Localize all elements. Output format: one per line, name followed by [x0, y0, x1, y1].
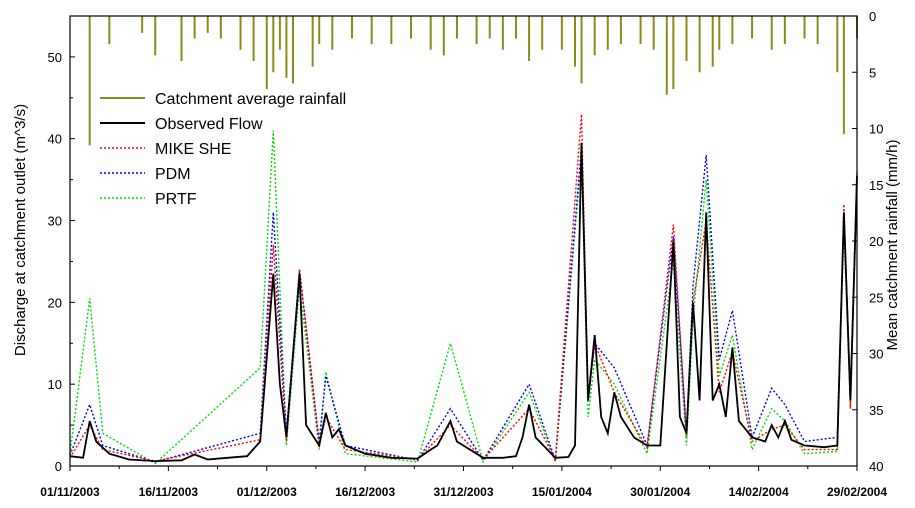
y2-tick-label: 5 [869, 65, 876, 80]
legend-label: PDM [155, 166, 191, 183]
y2-axis-title: Mean catchment rainfall (mm/h) [884, 140, 901, 351]
y-tick-label: 20 [48, 295, 62, 310]
y2-tick-label: 0 [869, 9, 876, 24]
series-line-observed-flow [69, 142, 858, 463]
y-tick-label: 30 [48, 214, 62, 229]
y2-tick-label: 20 [869, 234, 883, 249]
x-tick-label: 01/11/2003 [40, 485, 100, 499]
axes: 0 10 20 30 40 50 0 5 10 15 20 25 30 35 40 01/11/2003 16/… [40, 9, 887, 499]
legend-label: PRTF [155, 191, 197, 208]
series-line-prtf [69, 130, 858, 465]
legend-label: Observed Flow [155, 116, 263, 133]
x-tick-label: 29/02/2004 [827, 485, 887, 499]
legend-label: Catchment average rainfall [155, 91, 346, 108]
y2-tick-label: 40 [869, 459, 883, 474]
rainfall-bars [88, 16, 858, 146]
x-tick-label: 31/12/2003 [433, 485, 493, 499]
y-tick-label: 10 [48, 377, 62, 392]
y-tick-label: 0 [55, 459, 62, 474]
y-axis-title: Discharge at catchment outlet (m^3/s) [12, 104, 29, 356]
y2-tick-label: 10 [869, 122, 883, 137]
plot-background [70, 16, 857, 466]
x-tick-label: 30/01/2004 [630, 485, 690, 499]
legend: Catchment average rainfall Observed Flow M… [100, 91, 346, 208]
y-tick-label: 50 [48, 50, 62, 65]
flow-series [69, 114, 858, 465]
legend-label: MIKE SHE [155, 141, 231, 158]
y2-tick-label: 15 [869, 178, 883, 193]
x-tick-label: 15/01/2004 [532, 485, 592, 499]
x-tick-label: 16/12/2003 [335, 485, 395, 499]
y2-tick-label: 30 [869, 347, 883, 362]
y2-tick-label: 35 [869, 403, 883, 418]
x-tick-label: 14/02/2004 [729, 485, 789, 499]
x-tick-label: 16/11/2003 [139, 485, 199, 499]
plot-area [70, 16, 857, 466]
y-tick-label: 40 [48, 132, 62, 147]
x-tick-label: 01/12/2003 [237, 485, 297, 499]
y2-tick-label: 25 [869, 290, 883, 305]
